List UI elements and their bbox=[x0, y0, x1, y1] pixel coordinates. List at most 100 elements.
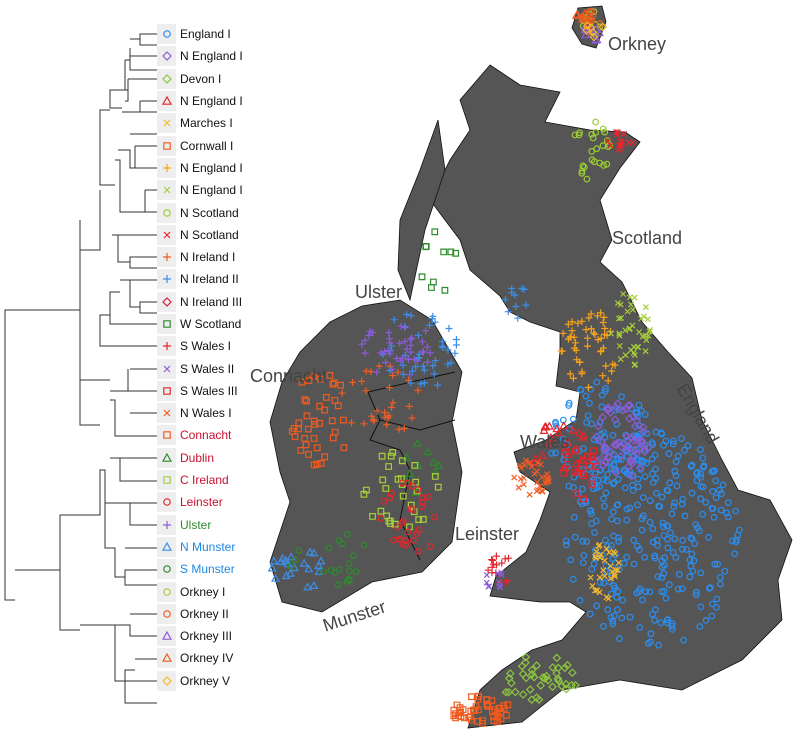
sample-point bbox=[393, 355, 401, 362]
sample-point bbox=[634, 413, 641, 421]
sample-point bbox=[712, 494, 720, 502]
legend-label: C Ireland bbox=[180, 473, 229, 488]
legend-label: Cornwall I bbox=[180, 138, 234, 153]
sample-point bbox=[606, 549, 613, 556]
sample-point bbox=[592, 118, 599, 126]
sample-point bbox=[638, 438, 647, 448]
sample-point bbox=[304, 425, 312, 433]
sample-point bbox=[596, 579, 604, 586]
sample-point bbox=[578, 317, 586, 325]
sample-point bbox=[620, 466, 628, 474]
sample-point bbox=[664, 535, 671, 543]
sample-point bbox=[402, 537, 410, 545]
sample-point bbox=[691, 540, 699, 547]
legend-item: N Ireland III bbox=[157, 291, 287, 313]
sample-point bbox=[639, 427, 649, 437]
sample-point bbox=[420, 366, 428, 374]
sample-point bbox=[610, 479, 618, 486]
sample-point bbox=[713, 595, 721, 603]
sample-point bbox=[603, 403, 613, 412]
sample-point bbox=[533, 488, 540, 495]
sample-point bbox=[577, 14, 587, 23]
sample-point bbox=[672, 458, 680, 466]
sample-point bbox=[586, 462, 593, 470]
sample-point bbox=[614, 475, 622, 483]
sample-point bbox=[590, 485, 597, 493]
sample-point bbox=[653, 489, 660, 497]
sample-point bbox=[358, 377, 366, 385]
sample-point bbox=[589, 32, 599, 42]
sample-point bbox=[384, 347, 392, 354]
sample-point bbox=[617, 145, 624, 152]
landmass-hebr bbox=[397, 119, 446, 302]
dendrogram bbox=[4, 33, 157, 704]
sample-point bbox=[383, 421, 391, 429]
cross-marker-icon bbox=[157, 224, 176, 245]
sample-point bbox=[414, 354, 422, 362]
sample-point bbox=[709, 600, 716, 608]
sample-point bbox=[389, 448, 397, 456]
sample-point bbox=[414, 386, 422, 394]
sample-point bbox=[386, 520, 394, 527]
sample-point bbox=[709, 505, 717, 513]
sample-point bbox=[539, 487, 546, 494]
sample-point bbox=[380, 497, 388, 505]
sample-point bbox=[569, 575, 577, 583]
sample-point bbox=[624, 308, 631, 315]
circle-marker-icon bbox=[157, 559, 176, 580]
sample-point bbox=[423, 447, 433, 456]
sample-point bbox=[588, 420, 595, 428]
circle-marker-icon bbox=[157, 492, 176, 513]
sample-point bbox=[585, 314, 593, 322]
legend: England I N England I Devon I N England I Ma… bbox=[157, 23, 287, 692]
sample-point bbox=[692, 588, 700, 596]
sample-point bbox=[599, 125, 607, 133]
sample-point bbox=[598, 413, 607, 422]
sample-point bbox=[718, 490, 725, 498]
sample-point bbox=[609, 360, 617, 368]
sample-point bbox=[706, 584, 714, 591]
legend-label: N Ireland III bbox=[180, 294, 243, 309]
sample-point bbox=[563, 460, 570, 468]
sample-point bbox=[665, 581, 673, 589]
sample-point bbox=[594, 312, 601, 320]
sample-point bbox=[593, 463, 601, 471]
sample-point bbox=[373, 407, 381, 415]
sample-point bbox=[582, 21, 592, 30]
sample-point bbox=[625, 400, 635, 410]
sample-point bbox=[609, 431, 617, 439]
sample-point bbox=[655, 641, 662, 649]
sample-point bbox=[593, 548, 600, 555]
legend-label: S Munster bbox=[180, 562, 235, 577]
sample-point bbox=[418, 498, 426, 506]
sample-point bbox=[586, 610, 594, 618]
sample-point bbox=[662, 437, 670, 445]
sample-point bbox=[728, 537, 736, 545]
sample-point bbox=[452, 249, 460, 257]
sample-point bbox=[588, 147, 596, 155]
sample-point bbox=[362, 367, 370, 375]
sample-point bbox=[539, 474, 546, 481]
sample-point bbox=[633, 408, 641, 416]
sample-point bbox=[328, 417, 336, 425]
landmass-ie bbox=[269, 299, 463, 613]
sample-point bbox=[686, 556, 694, 564]
sample-point bbox=[406, 371, 414, 379]
sample-point bbox=[626, 504, 634, 512]
sample-point bbox=[611, 550, 618, 557]
sample-point bbox=[580, 552, 588, 559]
sample-point bbox=[732, 507, 740, 515]
sample-point bbox=[604, 470, 612, 478]
sample-point bbox=[492, 552, 500, 560]
sample-point bbox=[361, 336, 369, 344]
sample-point bbox=[397, 357, 405, 365]
sample-point bbox=[504, 687, 514, 697]
sample-point bbox=[310, 435, 318, 442]
sample-point bbox=[317, 459, 325, 467]
sample-point bbox=[520, 481, 527, 488]
sample-point bbox=[401, 324, 409, 332]
sample-point bbox=[644, 639, 652, 647]
sample-point bbox=[394, 523, 401, 531]
sample-point bbox=[579, 485, 586, 493]
sample-point bbox=[501, 555, 509, 563]
